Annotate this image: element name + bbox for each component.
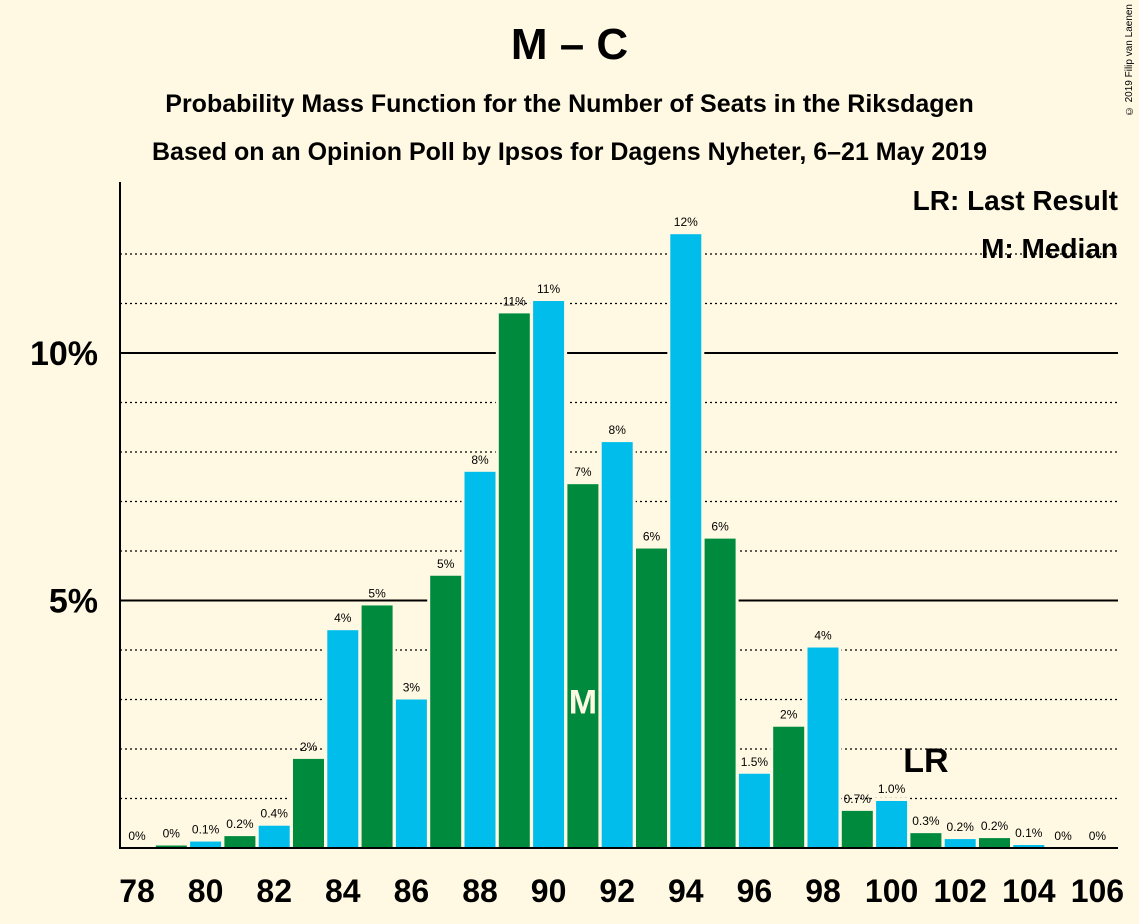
bar-value-label: 5% [437, 557, 455, 571]
bar [224, 836, 256, 848]
bar [704, 538, 736, 848]
bar [293, 758, 324, 848]
x-tick-label: 82 [256, 873, 292, 909]
bar-value-label: 1.5% [741, 755, 769, 769]
bar-value-label: 0.2% [981, 819, 1009, 833]
legend-last-result: LR: Last Result [913, 185, 1118, 216]
bar-value-label: 6% [711, 520, 729, 534]
bar-value-label: 5% [368, 586, 386, 600]
x-tick-label: 96 [737, 873, 773, 909]
bar-value-label: 8% [471, 453, 489, 467]
bar-value-label: 0% [1089, 829, 1107, 843]
bar-value-label: 11% [537, 282, 560, 296]
bar [327, 630, 359, 848]
x-tick-label: 90 [531, 873, 567, 909]
x-tick-label: 94 [668, 873, 704, 909]
median-marker: M [569, 684, 597, 722]
bar-value-label: 3% [403, 681, 421, 695]
bar [738, 773, 770, 848]
x-tick-label: 106 [1071, 873, 1124, 909]
x-tick-label: 100 [865, 873, 918, 909]
x-tick-label: 102 [934, 873, 987, 909]
y-tick-label: 10% [30, 335, 98, 373]
last-result-marker: LR [903, 742, 948, 780]
bar-value-label: 0.1% [1015, 826, 1043, 840]
bar-value-label: 4% [334, 611, 352, 625]
bar [910, 833, 942, 848]
bar-value-label: 0.2% [947, 820, 975, 834]
bar-value-label: 0% [128, 829, 146, 843]
bar-value-label: 6% [643, 530, 661, 544]
bar [979, 838, 1010, 848]
bar [601, 442, 633, 848]
bar-value-label: 0% [1054, 829, 1072, 843]
chart-title: M – C [510, 20, 629, 69]
chart-subtitle-2: Based on an Opinion Poll by Ipsos for Da… [152, 138, 987, 166]
bar [430, 575, 462, 848]
x-tick-label: 80 [188, 873, 224, 909]
bar [1013, 845, 1045, 848]
bar [498, 313, 530, 848]
bar-value-label: 0.4% [261, 807, 289, 821]
bar [190, 841, 222, 848]
bar [258, 825, 290, 848]
y-tick-label: 5% [49, 583, 98, 621]
bar-value-label: 12% [674, 215, 698, 229]
bar [944, 839, 976, 848]
bar-value-label: 0.2% [226, 817, 254, 831]
bar [567, 484, 599, 848]
x-tick-label: 78 [119, 873, 155, 909]
bar [361, 605, 393, 848]
bar-value-label: 2% [780, 708, 798, 722]
x-tick-label: 104 [1002, 873, 1056, 909]
x-tick-label: 92 [599, 873, 635, 909]
bar-value-label: 0.1% [192, 823, 220, 837]
bar-value-label: 0.3% [912, 814, 940, 828]
bar [876, 800, 908, 848]
x-tick-label: 86 [394, 873, 430, 909]
bar [670, 234, 702, 848]
bar [395, 699, 427, 848]
bar-value-label: 0% [163, 827, 181, 841]
bar-value-label: 7% [574, 465, 592, 479]
bar-value-label: 11% [503, 294, 526, 308]
bar-value-label: 4% [814, 629, 832, 643]
bar-value-label: 2% [300, 740, 318, 754]
bar-halo [152, 842, 190, 848]
bar-value-label: 8% [609, 423, 627, 437]
x-tick-label: 84 [325, 873, 361, 909]
bar [841, 810, 873, 848]
bar [155, 845, 187, 848]
bar-halo [1010, 842, 1048, 848]
bar-value-label: 0.7% [844, 792, 872, 806]
legend-median: M: Median [981, 233, 1118, 264]
bar [533, 301, 565, 848]
bar-value-label: 1.0% [878, 782, 906, 796]
x-tick-label: 88 [462, 873, 498, 909]
x-tick-label: 98 [805, 873, 841, 909]
bar [464, 471, 496, 848]
bar [807, 647, 839, 848]
bar [636, 548, 667, 848]
bar [773, 726, 805, 848]
chart-subtitle: Probability Mass Function for the Number… [165, 90, 974, 118]
